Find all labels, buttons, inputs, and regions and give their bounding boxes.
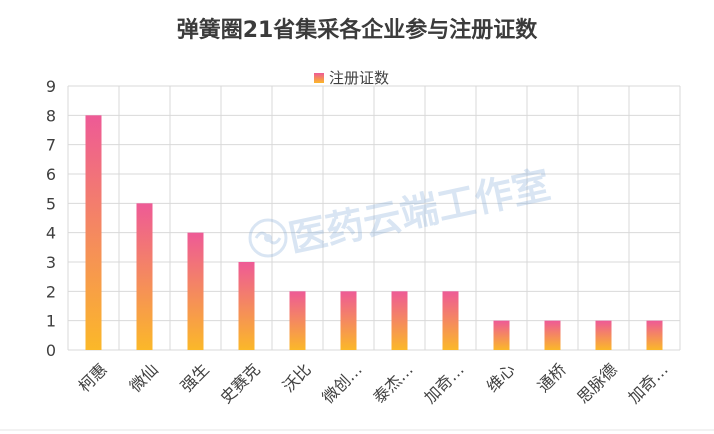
chart-title: 弹簧圈21省集采各企业参与注册证数 — [176, 18, 538, 43]
grid-layer — [0, 85, 714, 431]
watermark-logo: 医药云端工作室 — [248, 162, 554, 261]
y-tick-label: 2 — [46, 282, 56, 301]
bars-layer — [85, 115, 663, 350]
legend-label: 注册证数 — [329, 69, 389, 87]
y-tick-label: 0 — [46, 341, 56, 360]
watermark-emblem-dot — [264, 234, 272, 242]
y-tick-label: 8 — [46, 106, 56, 125]
x-tick-label: 史赛克 — [216, 360, 263, 407]
bar — [391, 291, 408, 350]
y-tick-label: 6 — [46, 165, 56, 184]
bar — [595, 320, 612, 350]
y-tick-label: 3 — [46, 253, 56, 272]
legend-swatch — [314, 73, 324, 83]
bar — [136, 203, 153, 350]
x-tick-label: 泰杰… — [369, 360, 416, 407]
bar — [646, 320, 663, 350]
watermark-emblem-wave — [254, 231, 282, 245]
x-tick-label: 强生 — [177, 360, 213, 396]
bar — [187, 232, 204, 350]
x-tick-label: 微创… — [318, 360, 365, 407]
x-axis-ticks: 柯惠 微仙 强生 史赛克 沃比 微创… 泰杰… 加奇… 维心 通桥 思脉德 加奇… — [75, 360, 672, 407]
legend: 注册证数 — [314, 69, 389, 87]
bar — [544, 320, 561, 350]
y-axis-ticks: 0 1 2 3 4 5 6 7 8 9 — [46, 77, 56, 360]
watermark-emblem-ring — [248, 218, 288, 258]
x-tick-label: 加奇… — [624, 360, 671, 407]
x-tick-label: 柯惠 — [75, 360, 111, 396]
bar — [442, 291, 459, 350]
y-tick-label: 7 — [46, 136, 56, 155]
x-tick-label: 微仙 — [126, 360, 162, 396]
bar — [340, 291, 357, 350]
y-tick-label: 9 — [46, 77, 56, 96]
x-tick-label: 维心 — [483, 360, 519, 396]
bar — [493, 320, 510, 350]
x-tick-label: 通桥 — [534, 360, 570, 396]
bar — [238, 262, 255, 350]
bar — [289, 291, 306, 350]
y-tick-label: 5 — [46, 194, 56, 213]
x-tick-label: 加奇… — [420, 360, 467, 407]
x-tick-label: 沃比 — [279, 360, 315, 396]
y-tick-label: 4 — [46, 224, 56, 243]
y-tick-label: 1 — [46, 312, 56, 331]
x-tick-label: 思脉德 — [573, 360, 620, 407]
bar — [85, 115, 102, 350]
watermark-text: 医药云端工作室 — [285, 162, 554, 260]
